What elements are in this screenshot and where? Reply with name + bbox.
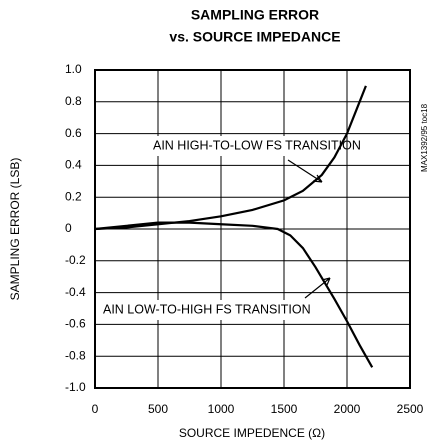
- y-tick-label: 0.2: [65, 189, 82, 203]
- annotation-box: [150, 136, 298, 156]
- series-line: [94, 221, 374, 368]
- x-tick-label: 1500: [271, 402, 298, 416]
- y-tick-label: -0.4: [65, 285, 86, 299]
- annotation: AIN LOW-TO-HIGH FS TRANSITION: [103, 302, 311, 316]
- x-tick-label: 500: [148, 402, 168, 416]
- x-tick-label: 2000: [334, 402, 361, 416]
- y-tick-label: 0: [65, 221, 72, 235]
- side-note: MAX1392/95 toc18: [420, 103, 429, 172]
- y-tick-label: -0.6: [65, 317, 86, 331]
- y-tick-label: 1.0: [65, 62, 82, 76]
- chart-title: SAMPLING ERROR: [191, 7, 319, 23]
- x-axis-label: SOURCE IMPEDENCE (Ω): [179, 426, 325, 440]
- series-line: [94, 85, 367, 231]
- chart-title: vs. SOURCE IMPEDANCE: [169, 29, 340, 45]
- y-axis-label: SAMPLING ERROR (LSB): [8, 158, 22, 301]
- x-tick-label: 2500: [397, 402, 424, 416]
- y-tick-label: 0.6: [65, 126, 82, 140]
- y-tick-label: -0.8: [65, 348, 86, 362]
- y-tick-label: -1.0: [65, 380, 86, 394]
- annotation-box: [100, 300, 326, 320]
- x-tick-label: 1000: [208, 402, 235, 416]
- arrow: [304, 277, 331, 299]
- arrow: [287, 159, 323, 183]
- x-tick-label: 0: [92, 402, 99, 416]
- y-tick-label: 0.8: [65, 94, 82, 108]
- y-tick-label: 0.4: [65, 158, 82, 172]
- annotation: AIN HIGH-TO-LOW FS TRANSITION: [153, 138, 361, 152]
- y-tick-label: -0.2: [65, 253, 86, 267]
